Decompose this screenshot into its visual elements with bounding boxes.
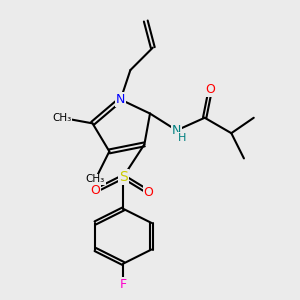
Text: CH₃: CH₃: [86, 174, 105, 184]
Text: N: N: [116, 93, 125, 106]
Text: F: F: [120, 278, 127, 291]
Text: N: N: [172, 124, 181, 137]
Text: S: S: [119, 169, 128, 184]
Text: O: O: [90, 184, 100, 197]
Text: CH₃: CH₃: [52, 113, 71, 123]
Text: O: O: [205, 83, 215, 96]
Text: O: O: [144, 186, 154, 199]
Text: H: H: [178, 133, 186, 143]
